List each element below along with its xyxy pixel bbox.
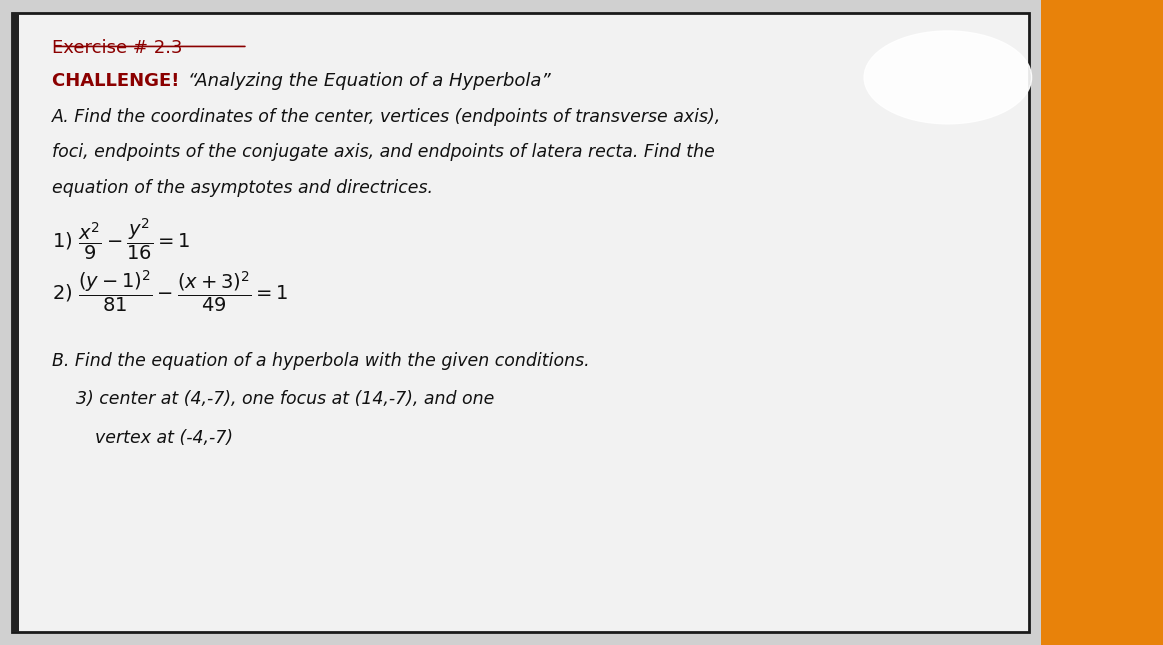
Text: CHALLENGE!: CHALLENGE! (52, 72, 186, 90)
Text: vertex at (-4,-7): vertex at (-4,-7) (95, 429, 234, 447)
Bar (12, 13, 19, 632)
Text: equation of the asymptotes and directrices.: equation of the asymptotes and directric… (52, 179, 434, 197)
Text: 3) center at (4,-7), one focus at (14,-7), and one: 3) center at (4,-7), one focus at (14,-7… (76, 390, 494, 408)
Text: Exercise # 2.3: Exercise # 2.3 (52, 39, 183, 57)
Text: A. Find the coordinates of the center, vertices (endpoints of transverse axis),: A. Find the coordinates of the center, v… (52, 108, 721, 126)
Bar (1041, 0, 1163, 645)
Circle shape (864, 31, 1032, 124)
Text: “Analyzing the Equation of a Hyperbola”: “Analyzing the Equation of a Hyperbola” (188, 72, 551, 90)
Text: 2) $\dfrac{(y-1)^2}{81} - \dfrac{(x+3)^2}{49} = 1$: 2) $\dfrac{(y-1)^2}{81} - \dfrac{(x+3)^2… (52, 268, 288, 313)
FancyBboxPatch shape (12, 13, 1029, 632)
Text: 1) $\dfrac{x^2}{9} - \dfrac{y^2}{16} = 1$: 1) $\dfrac{x^2}{9} - \dfrac{y^2}{16} = 1… (52, 216, 191, 262)
Text: B. Find the equation of a hyperbola with the given conditions.: B. Find the equation of a hyperbola with… (52, 352, 590, 370)
Text: foci, endpoints of the conjugate axis, and endpoints of latera recta. Find the: foci, endpoints of the conjugate axis, a… (52, 143, 715, 161)
